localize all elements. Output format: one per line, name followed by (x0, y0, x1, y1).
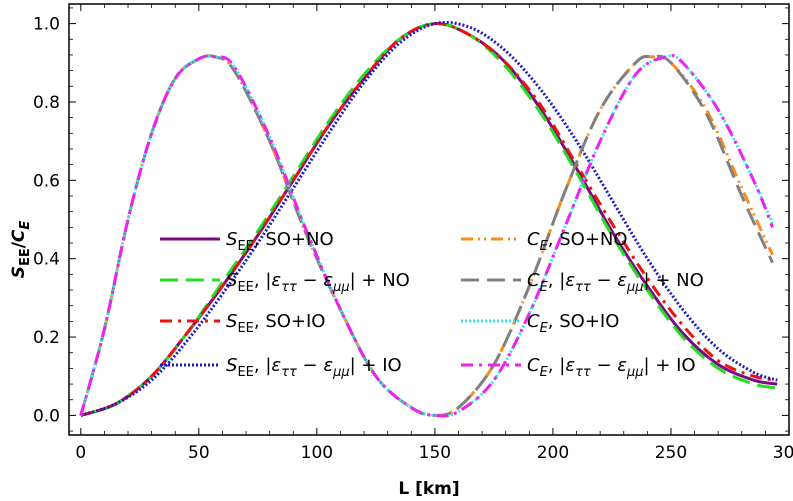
legend-item: SEE, |εττ − εμμ| + NO (160, 270, 410, 295)
y-tick-label: 0.2 (33, 328, 60, 348)
series-line-8 (79, 54, 774, 418)
legend-label: CE, |εττ − εμμ| + IO (527, 355, 696, 380)
series-line-4 (80, 20, 778, 417)
y-tick-label: 0.4 (33, 250, 60, 270)
y-tick-label: 0.0 (33, 406, 60, 426)
legend-label: CE, |εττ − εμμ| + NO (527, 270, 704, 295)
x-tick-label: 0 (75, 443, 86, 463)
x-tick-label: 150 (419, 443, 451, 463)
series-layer (79, 20, 778, 418)
legend-item: SEE, SO+NO (160, 229, 334, 254)
legend: SEE, SO+NO SEE, |εττ − εμμ| + NO SEE, SO+I… (160, 229, 704, 380)
legend-item: CE, |εττ − εμμ| + NO (461, 270, 704, 295)
x-tick-label: 200 (537, 443, 569, 463)
legend-item: CE, |εττ − εμμ| + IO (461, 355, 696, 380)
x-axis-label: L [km] (398, 479, 459, 499)
legend-label: SEE, SO+IO (226, 311, 325, 336)
legend-item: SEE, SO+IO (160, 311, 325, 336)
legend-item: CE, SO+IO (461, 311, 619, 336)
x-tick-label: 50 (188, 443, 210, 463)
x-tick-label: 300 (773, 443, 793, 463)
legend-label: CE, SO+IO (527, 311, 619, 336)
legend-item: SEE, |εττ − εμμ| + IO (160, 355, 402, 380)
y-tick-label: 1.0 (33, 15, 60, 35)
legend-label: SEE, |εττ − εμμ| + NO (226, 270, 410, 295)
legend-label: SEE, SO+NO (226, 229, 334, 254)
legend-label: CE, SO+NO (527, 229, 628, 254)
x-tick-label: 100 (301, 443, 333, 463)
y-tick-label: 0.8 (33, 93, 60, 113)
x-tick-label: 250 (655, 443, 687, 463)
y-tick-label: 0.6 (33, 171, 60, 191)
legend-item: CE, SO+NO (461, 229, 628, 254)
ticks-layer: 0 50 100 150 200 250 300 0.0 0.2 0.4 0.6 0.8 1.0 (33, 4, 793, 463)
y-axis-label: SEE/CE (9, 221, 33, 279)
legend-label: SEE, |εττ − εμμ| + IO (226, 355, 402, 380)
plot-frame (68, 3, 790, 436)
